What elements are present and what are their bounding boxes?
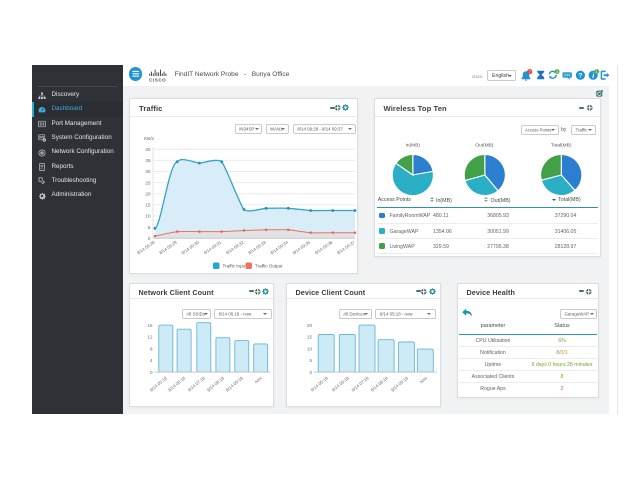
- svg-text:8/14 08:18: 8/14 08:18: [205, 375, 225, 393]
- svg-text:4: 4: [149, 358, 152, 363]
- svg-text:12: 12: [147, 334, 153, 339]
- svg-text:3: 3: [556, 69, 559, 74]
- svg-text:5: 5: [148, 225, 151, 230]
- svg-text:In(MB): In(MB): [405, 143, 420, 149]
- svg-text:8/14 06:18: 8/14 06:18: [167, 375, 187, 393]
- svg-text:Out(MB): Out(MB): [475, 143, 494, 149]
- svg-text:8/14 05:18: 8/14 05:18: [309, 375, 329, 393]
- svg-text:Traffic Input: Traffic Input: [223, 264, 248, 269]
- svg-text:8/14 09:34: 8/14 09:34: [269, 239, 289, 255]
- svg-text:15: 15: [306, 334, 312, 339]
- svg-text:8/14 09:28: 8/14 09:28: [136, 239, 156, 255]
- svg-text:i: i: [592, 72, 595, 79]
- svg-text:40: 40: [145, 147, 151, 152]
- svg-text:?: ?: [578, 72, 582, 79]
- svg-text:8/14 09:18: 8/14 09:18: [389, 375, 409, 393]
- svg-text:8/14 09:18: 8/14 09:18: [224, 375, 244, 393]
- svg-text:25: 25: [145, 180, 151, 185]
- svg-text:8/14 09:29: 8/14 09:29: [158, 239, 178, 255]
- svg-text:Total(MB): Total(MB): [550, 143, 571, 149]
- svg-text:8/14 07:18: 8/14 07:18: [186, 375, 206, 393]
- svg-text:8/14 09:31: 8/14 09:31: [203, 239, 223, 255]
- svg-text:8/14 05:18: 8/14 05:18: [148, 375, 168, 393]
- svg-text:8/14 09:30: 8/14 09:30: [180, 239, 200, 255]
- svg-text:now: now: [253, 374, 263, 384]
- svg-text:8/14 09:35: 8/14 09:35: [292, 239, 312, 255]
- svg-text:8/14 08:18: 8/14 08:18: [369, 375, 389, 393]
- svg-text:8: 8: [149, 346, 152, 351]
- svg-text:20: 20: [306, 322, 312, 327]
- svg-text:10: 10: [145, 214, 151, 219]
- svg-text:8/14 09:36: 8/14 09:36: [314, 239, 334, 255]
- svg-text:CISCO: CISCO: [149, 78, 166, 83]
- svg-text:20: 20: [145, 192, 151, 197]
- svg-text:35: 35: [145, 158, 151, 163]
- svg-text:8/14 09:37: 8/14 09:37: [336, 239, 356, 255]
- svg-text:0: 0: [148, 236, 151, 241]
- svg-text:now: now: [418, 374, 428, 384]
- svg-text:7: 7: [528, 69, 531, 74]
- svg-text:Traffic Output: Traffic Output: [255, 264, 283, 269]
- svg-text:30: 30: [145, 169, 151, 174]
- svg-text:5: 5: [309, 358, 312, 363]
- svg-text:10: 10: [306, 346, 312, 351]
- svg-text:15: 15: [145, 203, 151, 208]
- svg-text:8/14 07:18: 8/14 07:18: [350, 375, 370, 393]
- svg-text:8/14 06:18: 8/14 06:18: [330, 375, 350, 393]
- svg-text:KB/s: KB/s: [144, 136, 155, 141]
- svg-text:16: 16: [147, 322, 153, 327]
- svg-text:8/14 09:33: 8/14 09:33: [247, 239, 267, 255]
- svg-text:0: 0: [149, 369, 152, 374]
- svg-text:0: 0: [309, 369, 312, 374]
- svg-text:1: 1: [596, 69, 599, 74]
- svg-text:8/14 09:32: 8/14 09:32: [225, 239, 245, 255]
